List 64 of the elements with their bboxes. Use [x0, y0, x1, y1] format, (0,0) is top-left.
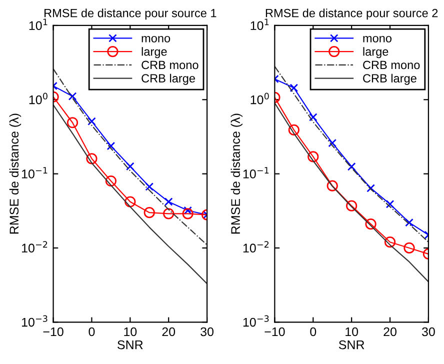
legend-label: large — [363, 47, 388, 58]
point — [288, 124, 300, 136]
legend-label: mono — [363, 36, 392, 42]
chart-title: RMSE de distance pour source 1 — [44, 8, 216, 20]
y-tick-label: 10$^{−1}$ — [22, 167, 48, 178]
point — [163, 208, 174, 220]
y-tick-label: 10$^{0}$ — [29, 92, 48, 104]
point — [328, 138, 337, 148]
y-tick-label: 10$^{1}$ — [29, 18, 48, 30]
point — [405, 218, 414, 227]
point — [308, 113, 318, 122]
y-tick-label: 10$^{−3}$ — [22, 315, 48, 327]
point — [326, 180, 338, 192]
point — [347, 162, 356, 171]
y-tick-label: 10$^{−3}$ — [243, 315, 269, 327]
point — [105, 175, 116, 187]
y-tick-label: 10$^{0}$ — [250, 92, 269, 104]
point — [290, 84, 298, 92]
point — [366, 184, 375, 192]
y-tick-label: 10$^{−2}$ — [243, 241, 269, 253]
legend-label: CRB large — [142, 74, 195, 85]
point — [106, 142, 116, 150]
x-tick-label: 10 — [124, 327, 137, 336]
x-axis-title: SNR — [338, 340, 364, 350]
chart-title: RMSE de distance pour source 2 — [266, 8, 438, 20]
point — [164, 198, 173, 206]
point — [184, 206, 192, 215]
x-tick-label: 20 — [384, 327, 396, 336]
x-tick-label: 0 — [88, 327, 95, 336]
point — [308, 151, 319, 162]
x-tick-label: −10 — [43, 327, 64, 336]
point — [346, 200, 358, 212]
x-tick-label: 30 — [422, 327, 435, 336]
x-tick-label: 0 — [310, 327, 316, 336]
line-series — [53, 104, 208, 284]
x-tick-label: 20 — [162, 327, 176, 336]
point — [126, 162, 134, 171]
legend-label: large — [142, 47, 167, 58]
point — [365, 218, 376, 230]
legend-label: CRB mono — [363, 60, 420, 70]
point — [404, 242, 415, 254]
point — [182, 208, 194, 220]
point — [384, 236, 396, 248]
x-tick-label: 10 — [346, 327, 358, 336]
point — [86, 153, 98, 164]
x-tick-label: 30 — [200, 327, 214, 336]
point — [88, 117, 96, 126]
y-axis-title: RMSE de distance (λ) — [9, 114, 22, 234]
y-tick-label: 10$^{−2}$ — [22, 241, 48, 253]
x-tick-label: −10 — [264, 327, 285, 336]
point — [124, 196, 136, 208]
x-axis-title: SNR — [118, 340, 143, 350]
y-tick-label: 10$^{−1}$ — [243, 167, 269, 178]
legend-label: CRB mono — [142, 60, 198, 70]
point — [66, 117, 78, 128]
y-tick-label: 10$^{1}$ — [250, 18, 269, 30]
point — [144, 207, 155, 218]
y-axis-title: RMSE de distance (λ) — [230, 114, 242, 234]
point — [386, 200, 394, 208]
legend-label: CRB large — [363, 74, 416, 85]
point — [145, 182, 154, 191]
legend-label: mono — [142, 36, 170, 42]
point — [68, 92, 77, 100]
line-series — [53, 68, 208, 246]
